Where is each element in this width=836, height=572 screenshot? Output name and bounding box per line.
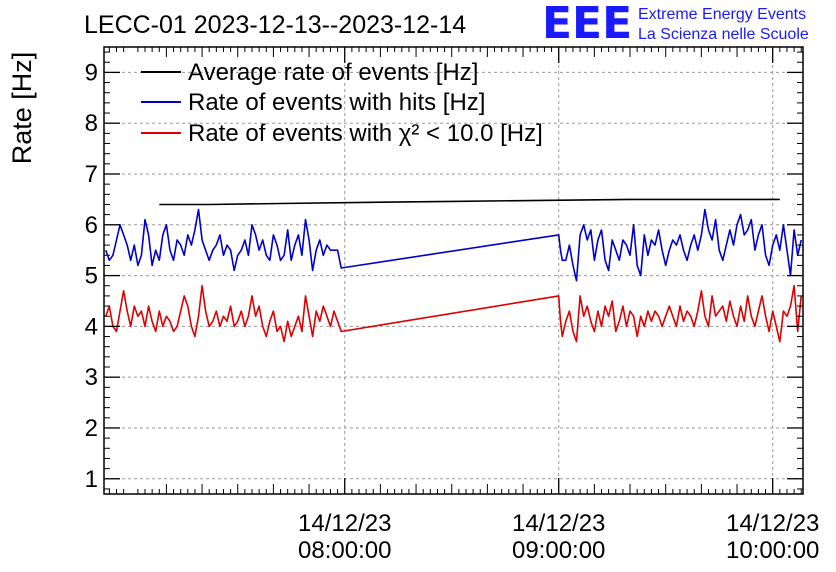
x-tick-labels: 14/12/2308:00:0014/12/2309:00:0014/12/23…	[298, 510, 819, 564]
x-tick-time: 10:00:00	[726, 537, 819, 564]
eee-logo-line2: La Scienza nelle Scuole	[638, 26, 809, 43]
x-tick-date: 14/12/23	[298, 510, 391, 537]
series-lines	[105, 198, 802, 343]
legend: Average rate of events [Hz] Rate of event…	[141, 59, 543, 147]
series-line-0	[159, 198, 780, 206]
x-tick-time: 08:00:00	[298, 537, 391, 564]
x-tick-date: 14/12/23	[726, 510, 819, 537]
y-tick-label: 9	[85, 59, 98, 86]
eee-logo-mark: EEE	[542, 0, 632, 49]
y-tick-label: 3	[85, 364, 98, 391]
grid	[104, 47, 803, 494]
y-tick-label: 8	[85, 110, 98, 137]
series-line-1	[105, 208, 802, 282]
legend-label-1: Rate of events with hits [Hz]	[188, 89, 485, 116]
legend-label-2: Rate of events with χ² < 10.0 [Hz]	[188, 120, 543, 147]
y-tick-label: 1	[85, 466, 98, 493]
series-line-2	[105, 284, 802, 343]
legend-label-0: Average rate of events [Hz]	[188, 59, 478, 86]
y-tick-label: 6	[85, 212, 98, 239]
eee-logo: EEE Extreme Energy Events La Scienza nel…	[542, 0, 809, 49]
eee-logo-line1: Extreme Energy Events	[638, 6, 806, 23]
y-tick-labels: 1 2 3 4 5 6 7 8 9	[85, 59, 98, 492]
axis-ticks	[104, 47, 803, 494]
y-axis-label: Rate [Hz]	[7, 52, 37, 165]
chart-title: LECC-01 2023-12-13--2023-12-14	[84, 11, 466, 39]
y-tick-label: 2	[85, 415, 98, 442]
x-tick-date: 14/12/23	[512, 510, 605, 537]
y-tick-label: 4	[85, 313, 98, 340]
plot-frame	[103, 46, 804, 495]
x-tick-time: 09:00:00	[512, 537, 605, 564]
y-tick-label: 5	[85, 263, 98, 290]
y-tick-label: 7	[85, 161, 98, 188]
